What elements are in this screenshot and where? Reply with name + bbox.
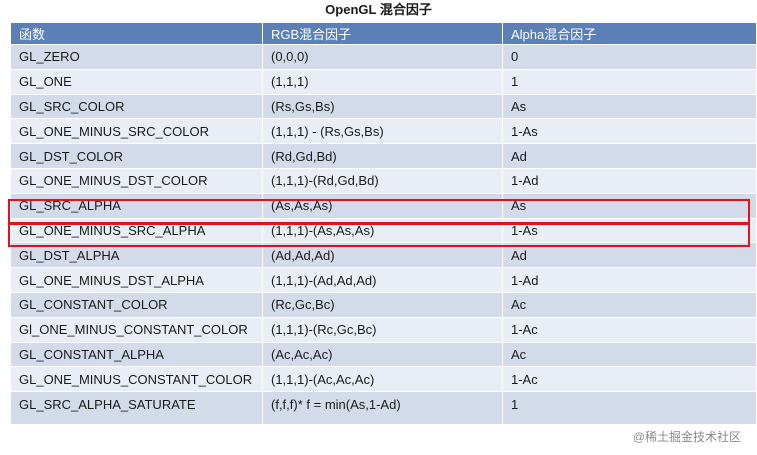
cell-function: Gl_ONE_MINUS_CONSTANT_COLOR	[10, 316, 263, 343]
table-row-highlighted: GL_ONE_MINUS_SRC_ALPHA (1,1,1)-(As,As,As…	[10, 217, 757, 244]
cell-rgb-factor: (0,0,0)	[262, 44, 503, 70]
cell-function: GL_CONSTANT_ALPHA	[10, 341, 263, 368]
table-row: GL_DST_ALPHA (Ad,Ad,Ad) Ad	[10, 242, 757, 269]
header-alpha-factor: Alpha混合因子	[502, 22, 757, 45]
table-row: GL_CONSTANT_ALPHA (Ac,Ac,Ac) Ac	[10, 341, 757, 368]
cell-alpha-factor: 1-Ad	[502, 167, 757, 194]
cell-function: GL_ZERO	[10, 44, 263, 70]
header-rgb-factor: RGB混合因子	[262, 22, 503, 45]
cell-rgb-factor: (1,1,1)-(Rc,Gc,Bc)	[262, 316, 503, 343]
table-row: GL_ONE_MINUS_CONSTANT_COLOR (1,1,1)-(Ac,…	[10, 366, 757, 393]
cell-alpha-factor: 1-As	[502, 217, 757, 244]
cell-alpha-factor: Ad	[502, 143, 757, 169]
table-row: GL_ONE_MINUS_DST_ALPHA (1,1,1)-(Ad,Ad,Ad…	[10, 267, 757, 293]
cell-function: GL_ONE_MINUS_SRC_ALPHA	[10, 217, 263, 244]
table-header-row: 函数 RGB混合因子 Alpha混合因子	[10, 22, 757, 45]
cell-rgb-factor: (1,1,1)-(As,As,As)	[262, 217, 503, 244]
cell-function: GL_ONE_MINUS_DST_COLOR	[10, 167, 263, 194]
cell-rgb-factor: (Rs,Gs,Bs)	[262, 93, 503, 120]
cell-function: GL_DST_COLOR	[10, 143, 263, 169]
cell-function: GL_SRC_COLOR	[10, 93, 263, 120]
table-row: GL_ONE_MINUS_DST_COLOR (1,1,1)-(Rd,Gd,Bd…	[10, 167, 757, 194]
header-function: 函数	[10, 22, 263, 45]
table-row: GL_ONE_MINUS_SRC_COLOR (1,1,1) - (Rs,Gs,…	[10, 118, 757, 145]
cell-rgb-factor: (Rc,Gc,Bc)	[262, 291, 503, 318]
watermark: @稀土掘金技术社区	[630, 428, 743, 445]
table-row: GL_SRC_COLOR (Rs,Gs,Bs) As	[10, 93, 757, 120]
table-row-highlighted: GL_SRC_ALPHA (As,As,As) As	[10, 192, 757, 219]
cell-alpha-factor: 0	[502, 44, 757, 70]
blend-factor-table: 函数 RGB混合因子 Alpha混合因子 GL_ZERO (0,0,0) 0 G…	[10, 22, 757, 426]
cell-alpha-factor: Ac	[502, 341, 757, 368]
cell-rgb-factor: (Ac,Ac,Ac)	[262, 341, 503, 368]
table-row: GL_ZERO (0,0,0) 0	[10, 44, 757, 70]
cell-alpha-factor: 1	[502, 68, 757, 95]
cell-rgb-factor: (1,1,1)-(Rd,Gd,Bd)	[262, 167, 503, 194]
cell-rgb-factor: (1,1,1) - (Rs,Gs,Bs)	[262, 118, 503, 145]
cell-function: GL_DST_ALPHA	[10, 242, 263, 269]
cell-rgb-factor: (As,As,As)	[262, 192, 503, 219]
cell-alpha-factor: Ad	[502, 242, 757, 269]
cell-function: GL_SRC_ALPHA_SATURATE	[10, 391, 263, 426]
cell-function: GL_SRC_ALPHA	[10, 192, 263, 219]
cell-function: GL_CONSTANT_COLOR	[10, 291, 263, 318]
cell-rgb-factor: (Rd,Gd,Bd)	[262, 143, 503, 169]
cell-rgb-factor: (1,1,1)	[262, 68, 503, 95]
cell-alpha-factor: As	[502, 192, 757, 219]
cell-alpha-factor: Ac	[502, 291, 757, 318]
cell-alpha-factor: 1-As	[502, 118, 757, 145]
cell-rgb-factor: (Ad,Ad,Ad)	[262, 242, 503, 269]
cell-function: GL_ONE_MINUS_SRC_COLOR	[10, 118, 263, 145]
cell-function: GL_ONE_MINUS_CONSTANT_COLOR	[10, 366, 263, 393]
cell-rgb-factor: (1,1,1)-(Ac,Ac,Ac)	[262, 366, 503, 393]
cell-function: GL_ONE_MINUS_DST_ALPHA	[10, 267, 263, 293]
cell-alpha-factor: 1-Ad	[502, 267, 757, 293]
cell-alpha-factor: 1-Ac	[502, 316, 757, 343]
table-row: GL_ONE (1,1,1) 1	[10, 68, 757, 95]
cell-alpha-factor: As	[502, 93, 757, 120]
table-row: GL_SRC_ALPHA_SATURATE (f,f,f)* f = min(A…	[10, 391, 757, 426]
table-row: GL_CONSTANT_COLOR (Rc,Gc,Bc) Ac	[10, 291, 757, 318]
cell-alpha-factor: 1	[502, 391, 757, 426]
table-title: OpenGL 混合因子	[325, 2, 432, 17]
cell-rgb-factor: (f,f,f)* f = min(As,1-Ad)	[262, 391, 503, 426]
cell-alpha-factor: 1-Ac	[502, 366, 757, 393]
cell-function: GL_ONE	[10, 68, 263, 95]
table-row: Gl_ONE_MINUS_CONSTANT_COLOR (1,1,1)-(Rc,…	[10, 316, 757, 343]
table-row: GL_DST_COLOR (Rd,Gd,Bd) Ad	[10, 143, 757, 169]
cell-rgb-factor: (1,1,1)-(Ad,Ad,Ad)	[262, 267, 503, 293]
